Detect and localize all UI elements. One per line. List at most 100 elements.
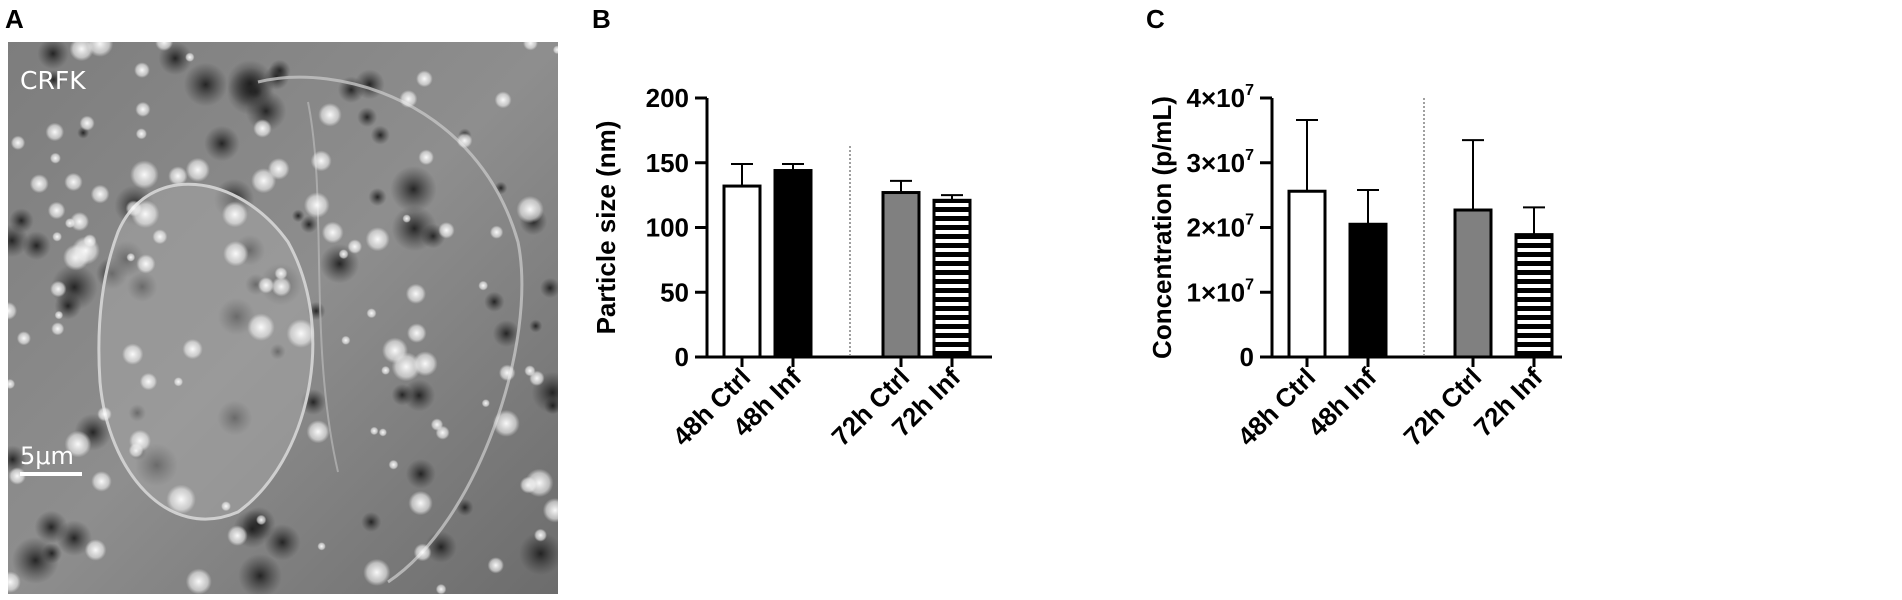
texture-vesicle — [388, 459, 399, 470]
concentration-bar — [1514, 233, 1554, 359]
texture-vesicle — [256, 514, 267, 526]
texture-dark-spot — [456, 498, 474, 517]
texture-vesicle — [166, 484, 196, 515]
texture-vesicle — [91, 471, 112, 492]
texture-vesicle — [487, 557, 504, 574]
texture-vesicle — [79, 115, 95, 131]
texture-vesicle — [274, 267, 288, 280]
texture-dark-spot — [44, 70, 63, 90]
texture-vesicle — [310, 150, 332, 172]
texture-vesicle — [29, 174, 49, 194]
texture-vesicle — [489, 225, 504, 239]
texture-dark-spot — [403, 379, 436, 412]
texture-vesicle — [52, 231, 62, 242]
texture-vesicle — [136, 254, 156, 274]
texture-dark-spot — [204, 125, 240, 162]
texture-vesicle — [534, 528, 547, 542]
texture-dark-spot — [183, 62, 228, 107]
texture-vesicle — [251, 168, 277, 194]
texture-dark-spot — [391, 384, 414, 406]
texture-vesicle — [306, 420, 330, 444]
texture-vesicle — [130, 160, 159, 190]
texture-vesicle — [418, 149, 435, 166]
particle-size-bar — [881, 191, 921, 359]
texture-vesicle — [126, 252, 136, 262]
particle-size-y-axis-label: Particle size (nm) — [591, 121, 621, 335]
texture-vesicle — [338, 249, 349, 260]
texture-vesicle — [221, 201, 248, 228]
panel-letter-c: C — [1146, 4, 1165, 34]
texture-vesicle — [303, 192, 330, 219]
texture-vesicle — [221, 501, 231, 512]
texture-vesicle — [168, 166, 188, 186]
texture-vesicle — [481, 399, 490, 408]
texture-vesicle — [286, 319, 316, 348]
texture-dark-spot — [37, 42, 69, 70]
texture-vesicle — [430, 418, 444, 431]
texture-vesicle — [54, 310, 64, 320]
concentration-category-label: 72h Ctrl — [1398, 362, 1488, 452]
concentration-y-tick-label: 3×107 — [1187, 147, 1255, 178]
texture-vesicle — [523, 42, 538, 51]
concentration-y-tick-label: 2×107 — [1187, 212, 1255, 243]
texture-vesicle — [317, 542, 326, 551]
texture-vesicle — [122, 343, 144, 365]
texture-dark-spot — [405, 458, 436, 489]
texture-vesicle — [271, 276, 292, 297]
texture-vesicle — [347, 239, 363, 254]
texture-vesicle — [370, 426, 379, 436]
cell-line-label: CRFK — [20, 66, 86, 95]
texture-vesicle — [152, 229, 168, 245]
panel-letter-b: B — [592, 4, 611, 34]
texture-vesicle — [438, 222, 455, 239]
texture-vesicle — [378, 428, 387, 437]
texture-vesicle — [8, 378, 16, 390]
texture-vesicle — [173, 377, 184, 387]
chart-concentration: 0 1×107 2×107 3×107 4×107 Concentration (p/mL… — [1146, 0, 1902, 600]
texture-vesicle — [412, 351, 438, 377]
texture-vesicle — [257, 277, 275, 294]
texture-vesicle — [47, 201, 66, 220]
particle-size-y-tick-label: 0 — [675, 342, 689, 372]
particle-size-y-tick-label: 50 — [660, 277, 689, 307]
texture-vesicle — [366, 308, 377, 319]
texture-dark-spot — [425, 531, 457, 563]
texture-vesicle — [247, 313, 275, 342]
texture-vesicle — [64, 172, 83, 192]
texture-dark-spot — [357, 107, 378, 128]
texture-vesicle — [524, 365, 536, 377]
texture-dark-spot — [56, 520, 93, 557]
scale-bar-label: 5μm — [20, 442, 74, 470]
sem-micrograph: CRFK 5μm — [8, 42, 558, 594]
texture-vesicle — [525, 468, 554, 498]
texture-vesicle — [69, 42, 94, 62]
texture-vesicle — [135, 128, 147, 140]
particle-size-bar — [722, 184, 762, 359]
texture-dark-spot — [529, 319, 543, 333]
texture-vesicle — [408, 490, 433, 516]
chart-particle-size: 0 50 100 150 200 Particle size (nm) 48h Ctrl 48… — [590, 0, 1150, 600]
texture-dark-spot — [484, 291, 505, 312]
texture-vesicle — [134, 62, 150, 78]
texture-vesicle — [227, 525, 248, 546]
texture-vesicle — [185, 157, 210, 182]
texture-dark-spot — [41, 543, 63, 564]
texture-vesicle — [51, 322, 65, 336]
concentration-bar — [1453, 208, 1493, 359]
particle-size-bar — [932, 198, 972, 359]
texture-vesicle — [10, 135, 26, 150]
texture-vesicle — [223, 241, 249, 267]
particle-size-y-tick-label: 200 — [646, 83, 689, 113]
texture-vesicle — [90, 184, 110, 204]
texture-vesicle — [131, 199, 160, 229]
texture-vesicle — [456, 132, 473, 149]
texture-dark-spot — [319, 244, 360, 284]
texture-vesicle — [45, 122, 65, 142]
texture-vesicle — [381, 365, 391, 375]
concentration-y-tick-label: 1×107 — [1187, 276, 1255, 307]
concentration-bar — [1348, 222, 1388, 359]
texture-dark-spot — [300, 215, 318, 234]
panel-letter-a: A — [5, 4, 24, 34]
texture-vesicle — [413, 543, 432, 562]
texture-dark-spot — [390, 166, 437, 213]
